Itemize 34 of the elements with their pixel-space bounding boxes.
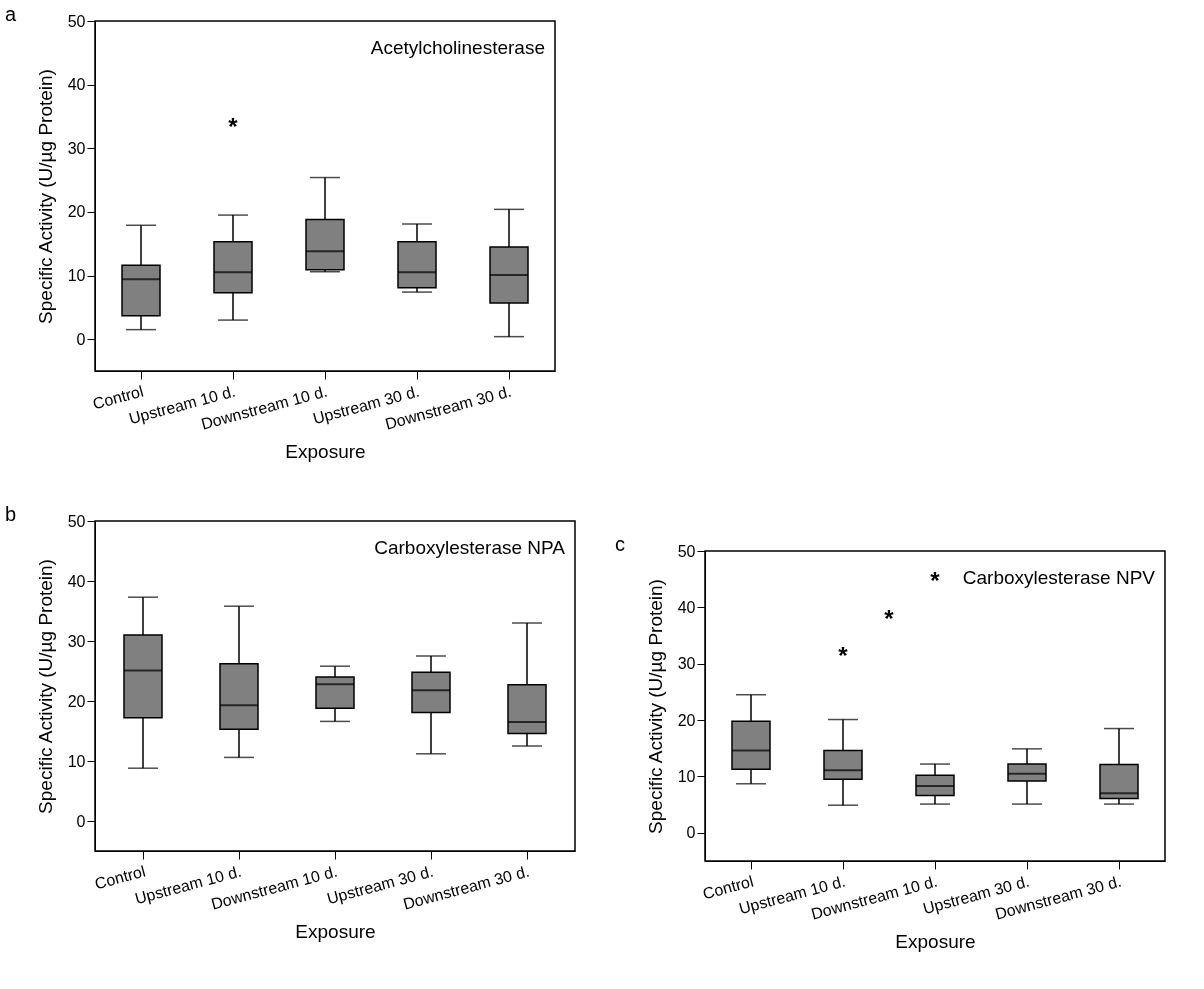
y-tick-label: 50: [67, 12, 86, 30]
annotation: *: [838, 641, 849, 669]
y-tick-label: 0: [76, 812, 86, 830]
y-axis-title: Specific Activity (U/µg Protein): [644, 579, 666, 834]
y-tick-label: 20: [67, 692, 86, 710]
y-tick-label: 0: [686, 824, 696, 842]
y-tick-label: 50: [67, 512, 86, 530]
x-axis-title: Exposure: [285, 440, 366, 462]
y-tick-label: 10: [67, 267, 86, 285]
y-axis-title: Specific Activity (U/µg Protein): [34, 559, 56, 814]
y-tick-label: 30: [67, 139, 86, 157]
chart-title: c: [615, 533, 625, 555]
y-tick-label: 10: [677, 767, 696, 785]
annotation: *: [930, 567, 941, 595]
y-tick-label: 50: [677, 542, 696, 560]
y-axis-title: Specific Activity (U/µg Protein): [34, 69, 56, 324]
y-tick-label: 40: [67, 572, 86, 590]
y-tick-label: 0: [76, 330, 86, 348]
y-tick-label: 40: [67, 76, 86, 94]
y-tick-label: 20: [67, 203, 86, 221]
annotation: *: [884, 604, 895, 632]
annotation: Carboxylesterase NPV: [962, 567, 1156, 588]
y-tick-label: 20: [677, 711, 696, 729]
y-tick-label: 40: [677, 598, 696, 616]
x-axis-title: Exposure: [295, 920, 376, 942]
annotation: Acetylcholinesterase: [370, 37, 545, 58]
chart-title: a: [5, 3, 17, 25]
annotation: Carboxylesterase NPA: [374, 537, 566, 558]
chart-title: b: [5, 503, 17, 525]
x-axis-title: Exposure: [895, 930, 976, 952]
y-tick-label: 10: [67, 752, 86, 770]
y-tick-label: 30: [677, 655, 696, 673]
y-tick-label: 30: [67, 632, 86, 650]
annotation: *: [228, 113, 239, 140]
